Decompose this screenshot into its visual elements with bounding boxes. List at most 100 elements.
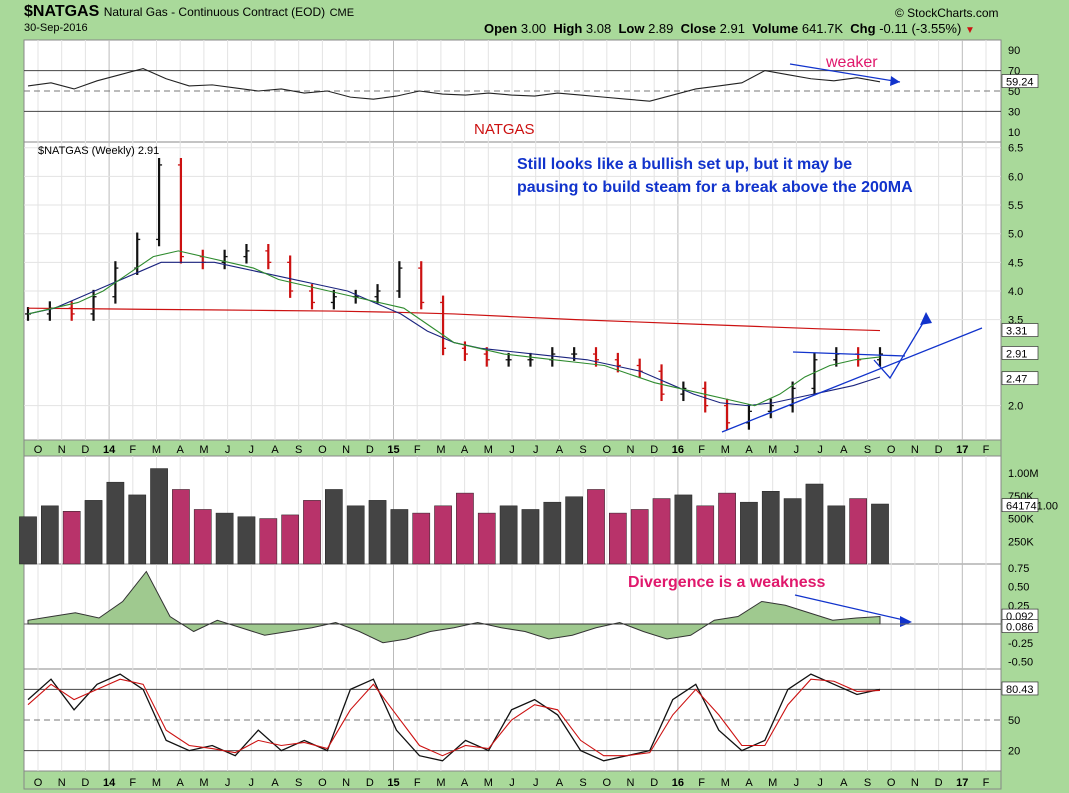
x-axis-label: F (698, 444, 705, 456)
volume-bar (434, 505, 452, 565)
volume-bar (324, 489, 343, 565)
x-axis-label: M (436, 444, 445, 456)
macd-divergence-line (794, 594, 909, 622)
x-axis-label: J (509, 444, 515, 456)
volume-bar (521, 509, 540, 565)
last-value-box (1001, 74, 1039, 88)
last-value-box (1001, 371, 1039, 386)
volume-bar (456, 492, 474, 565)
x-axis-label: F (698, 777, 705, 789)
last-value-box (1001, 681, 1039, 696)
x-axis-label: J (817, 777, 823, 789)
x-axis-labels-bottom: O N D 14 F M A M J J A S O N D 15 F M A M J J A S O N D 16 F M A M J J A S O… (34, 777, 990, 789)
chart-date: 30-Sep-2016 (24, 22, 88, 34)
projection-arrowhead-icon (920, 312, 932, 325)
volume-bar (412, 512, 431, 565)
ma-short-line (27, 250, 881, 407)
down-arrow-icon: ▼ (964, 25, 975, 36)
chg-value: -0.11 (-3.55%) (879, 21, 962, 36)
brand-link[interactable]: © StockCharts.com (895, 6, 999, 20)
volume-bar (281, 514, 300, 565)
symbol-title: $NATGAS Natural Gas - Continuous Contrac… (24, 3, 354, 21)
close-value: 2.91 (719, 21, 745, 36)
macd-axis-ticks: 0.750.500.25-0.25-0.50 (1008, 563, 1033, 669)
volume-bar (19, 516, 37, 565)
x-axis-label: M (721, 777, 730, 789)
axis-tick-label: -0.25 (1008, 638, 1033, 650)
axis-tick-label: 0.50 (1008, 582, 1029, 594)
x-axis-label: D (81, 444, 89, 456)
open-value: 3.00 (520, 21, 547, 36)
last-value-box (1001, 498, 1039, 513)
volume-bar (805, 483, 824, 565)
volume-bar (849, 498, 868, 565)
volume-bar (303, 500, 321, 565)
last-value-text: 2.47 (1006, 374, 1027, 386)
trend-annotations (721, 63, 983, 627)
x-axis-label: N (342, 777, 350, 789)
x-axis-label: M (484, 444, 493, 456)
x-axis-label: 16 (672, 444, 684, 456)
rsi-line (27, 67, 881, 102)
macd-histogram (24, 570, 1001, 644)
volume-bar (499, 505, 518, 565)
axis-tick-label: -0.50 (1008, 657, 1033, 669)
open-label: Open (484, 21, 518, 36)
x-axis-label: J (794, 444, 800, 456)
x-axis-label: O (887, 444, 896, 456)
x-axis-label: A (840, 444, 848, 456)
x-axis-label: A (745, 444, 753, 456)
rsi-reference-lines (24, 70, 1001, 112)
last-value-text: 59.24 (1006, 77, 1034, 89)
volume-bar (652, 498, 671, 565)
volume-bar (106, 481, 125, 565)
last-value-text: 641741.00 (1006, 501, 1058, 513)
x-axis-label: A (177, 777, 185, 789)
high-label: High (553, 21, 583, 36)
x-axis-label: A (271, 444, 279, 456)
x-axis-label: M (152, 444, 161, 456)
volume-bar (543, 501, 562, 565)
volume-bar (674, 494, 693, 565)
volume-bar (368, 500, 387, 565)
last-value-box (1001, 323, 1039, 337)
axis-tick-label: 4.5 (1008, 257, 1023, 269)
x-axis-label: A (461, 444, 469, 456)
x-axis-label: M (768, 777, 777, 789)
x-axis-label: 14 (103, 444, 116, 456)
volume-bar (84, 500, 103, 565)
x-axis-label: J (249, 777, 255, 789)
x-axis-label: O (318, 444, 327, 456)
stoch-d-line (27, 678, 881, 757)
x-axis-label: A (461, 777, 469, 789)
rsi-trend-line (789, 63, 901, 83)
volume-bar (128, 494, 147, 565)
x-axis-label: M (436, 777, 445, 789)
x-axis-label: F (983, 444, 990, 456)
volume-bar (565, 496, 584, 565)
quote-line: Open 3.00 High 3.08 Low 2.89 Close 2.91 … (484, 21, 975, 36)
last-value-text: 80.43 (1006, 684, 1034, 696)
volume-bar (346, 505, 365, 565)
volume-bar (193, 509, 212, 565)
x-axis-label: M (484, 777, 493, 789)
volume-bars (19, 468, 889, 565)
last-value-text: 0.086 (1006, 622, 1034, 634)
x-axis-label: A (556, 444, 564, 456)
x-axis-label: J (509, 777, 515, 789)
price-panel-title: $NATGAS (Weekly) 2.91 (38, 145, 159, 157)
axis-tick-label: 6.5 (1008, 143, 1023, 155)
axis-tick-label: 5.0 (1008, 229, 1023, 241)
x-axis-label: S (295, 444, 302, 456)
x-axis-label: D (935, 777, 943, 789)
volume-bar (696, 505, 715, 565)
axis-tick-label: 5.5 (1008, 200, 1023, 212)
rsi-trend-arrowhead-icon (890, 76, 900, 86)
axis-tick-label: 90 (1008, 45, 1020, 57)
x-axis-label: A (556, 777, 564, 789)
x-axis-label: N (911, 444, 919, 456)
x-axis-label: F (129, 777, 136, 789)
volume-bar (608, 512, 627, 565)
